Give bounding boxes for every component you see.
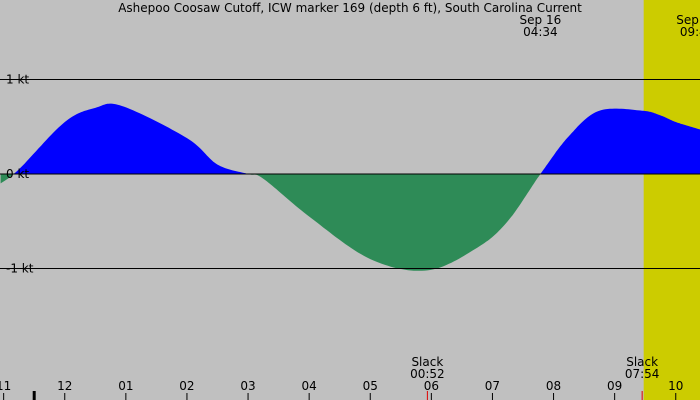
bottom-event-name: Slack — [626, 355, 658, 369]
hour-tick-label: 06 — [424, 379, 439, 393]
top-event-date: Sep 16 — [520, 13, 562, 27]
top-event-time: 04:34 — [523, 25, 558, 39]
bottom-event-time: 00:52 — [410, 367, 445, 381]
hour-tick-label: 11 — [0, 379, 11, 393]
flood-current-area — [0, 103, 700, 174]
hour-tick-label: 07 — [485, 379, 500, 393]
hour-tick-label: 12 — [57, 379, 72, 393]
hour-tick-label: 01 — [118, 379, 133, 393]
bottom-event-name: Slack — [411, 355, 443, 369]
hour-tick-label: 08 — [546, 379, 561, 393]
top-event-time: 09:42 — [680, 25, 700, 39]
chart-title: Ashepoo Coosaw Cutoff, ICW marker 169 (d… — [118, 1, 582, 15]
y-tick-label: -1 kt — [6, 262, 34, 276]
hour-tick-label: 04 — [302, 379, 317, 393]
bottom-event-time: 07:54 — [625, 367, 660, 381]
daylight-band — [643, 0, 700, 400]
hour-tick-label: 09 — [607, 379, 622, 393]
hour-tick-label: 05 — [363, 379, 378, 393]
current-areas — [0, 103, 700, 271]
top-event-date: Sep 16 — [676, 13, 700, 27]
ebb-current-area — [0, 174, 700, 271]
hour-tick-label: 03 — [240, 379, 255, 393]
gridlines — [0, 79, 700, 400]
y-tick-label: 0 kt — [6, 167, 29, 181]
hour-tick-label: 10 — [668, 379, 683, 393]
hour-tick-label: 02 — [179, 379, 194, 393]
y-tick-label: 1 kt — [6, 73, 29, 87]
